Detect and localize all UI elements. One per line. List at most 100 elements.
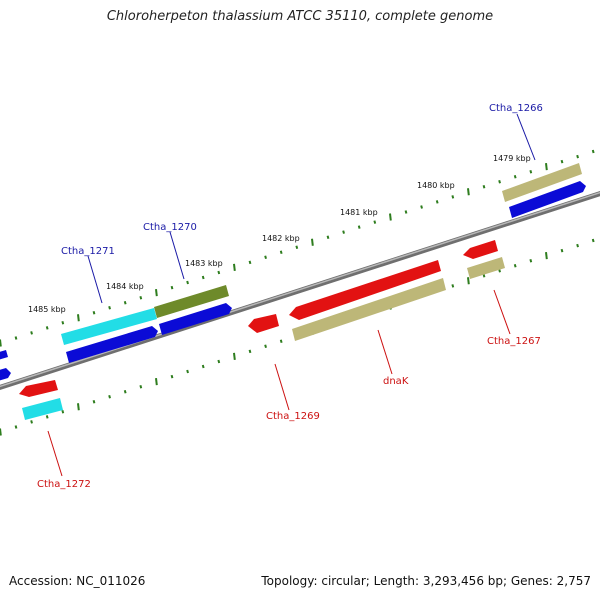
scale-labels: 1485 kbp 1484 kbp 1483 kbp 1482 kbp 1481…	[28, 154, 531, 314]
scale-tick	[264, 344, 267, 349]
gene-arrow-blue[interactable]	[0, 350, 8, 360]
gene-label[interactable]: dnaK	[383, 376, 409, 387]
scale-tick	[357, 225, 361, 229]
gene-label[interactable]: Ctha_1272	[37, 479, 91, 490]
scale-tick	[77, 314, 80, 322]
scale-tick	[61, 321, 65, 325]
leader-line	[377, 329, 393, 375]
forward-strand-genes	[0, 163, 586, 381]
scale-label: 1482 kbp	[262, 234, 300, 243]
scale-tick	[545, 162, 548, 171]
scale-tick	[576, 243, 579, 248]
scale-tick	[513, 174, 517, 179]
gene-label[interactable]: Ctha_1270	[143, 222, 197, 233]
leader-line	[493, 289, 511, 335]
reverse-strand-genes	[19, 240, 505, 420]
scale-tick	[389, 213, 392, 221]
scale-tick	[482, 185, 486, 189]
gene-label[interactable]: Ctha_1271	[61, 246, 115, 257]
scale-tick	[201, 364, 205, 369]
scale-tick	[248, 260, 252, 265]
scale-tick	[233, 263, 236, 272]
scale-ticks-forward	[0, 149, 595, 347]
scale-tick	[155, 288, 158, 297]
scale-tick	[30, 420, 33, 424]
gene-arrow-blue[interactable]	[0, 368, 11, 381]
scale-tick	[45, 415, 49, 419]
genome-summary-label: Topology: circular; Length: 3,293,456 bp…	[261, 574, 591, 588]
scale-tick	[77, 403, 80, 411]
scale-tick	[326, 235, 330, 239]
scale-tick	[467, 188, 470, 196]
leader-line	[516, 113, 536, 161]
scale-tick	[108, 305, 111, 310]
scale-tick	[186, 369, 189, 374]
scale-tick	[217, 359, 221, 364]
gene-label[interactable]: Ctha_1269	[266, 411, 320, 422]
gene-arrow-blue[interactable]	[66, 326, 158, 363]
scale-tick	[92, 311, 96, 315]
scale-tick	[498, 269, 501, 273]
scale-tick	[123, 300, 127, 305]
scale-tick	[591, 149, 595, 154]
scale-tick	[529, 169, 533, 174]
gene-label[interactable]: Ctha_1267	[487, 336, 541, 347]
scale-tick	[139, 295, 143, 300]
gene-arrow-khaki[interactable]	[502, 163, 582, 202]
gene-labels: Ctha_1271 Ctha_1270 Ctha_1266 Ctha_1272 …	[37, 103, 543, 490]
leader-line	[87, 255, 103, 304]
scale-tick	[279, 339, 283, 344]
scale-label: 1479 kbp	[493, 154, 531, 163]
scale-tick	[451, 195, 455, 199]
scale-tick	[576, 154, 579, 159]
gene-arrow-cyan[interactable]	[22, 398, 63, 420]
scale-tick	[373, 220, 377, 224]
gene-arrow-red[interactable]	[289, 260, 441, 320]
leader-line	[169, 231, 185, 280]
scale-tick	[61, 410, 65, 414]
genome-backbone-highlight	[0, 191, 600, 388]
gene-arrow-red[interactable]	[19, 380, 58, 397]
scale-tick	[14, 336, 18, 340]
scale-tick	[170, 374, 174, 379]
scale-tick	[139, 384, 143, 389]
scale-label: 1483 kbp	[185, 259, 223, 268]
gene-label[interactable]: Ctha_1266	[489, 103, 543, 114]
scale-tick	[404, 210, 408, 214]
scale-tick	[14, 425, 18, 429]
scale-tick	[201, 275, 205, 280]
scale-label: 1484 kbp	[106, 282, 144, 291]
scale-tick	[342, 230, 345, 234]
scale-tick	[498, 180, 501, 184]
scale-tick	[233, 352, 236, 361]
scale-tick	[295, 245, 299, 250]
gene-arrow-khaki[interactable]	[292, 278, 446, 341]
scale-tick	[264, 255, 267, 260]
scale-tick	[123, 389, 127, 394]
scale-tick	[92, 400, 96, 404]
leader-line	[47, 430, 63, 477]
scale-tick	[591, 238, 595, 243]
gene-arrow-red[interactable]	[248, 314, 279, 333]
gene-arrow-khaki[interactable]	[467, 257, 505, 279]
gene-arrow-blue[interactable]	[509, 181, 586, 218]
accession-label: Accession: NC_011026	[9, 574, 146, 588]
label-leaders	[47, 113, 536, 477]
map-title: Chloroherpeton thalassium ATCC 35110, co…	[106, 9, 494, 24]
scale-tick	[451, 284, 455, 288]
scale-label: 1481 kbp	[340, 208, 378, 217]
gene-arrow-blue[interactable]	[159, 303, 232, 335]
gene-arrow-cyan[interactable]	[61, 308, 157, 345]
scale-tick	[186, 280, 189, 285]
scale-tick	[279, 250, 283, 255]
gene-arrow-red[interactable]	[463, 240, 498, 259]
scale-tick	[482, 274, 486, 278]
scale-tick	[170, 285, 174, 290]
scale-tick	[0, 339, 2, 347]
scale-tick	[529, 258, 533, 263]
gene-arrow-olive[interactable]	[154, 285, 229, 318]
scale-tick	[311, 238, 314, 246]
scale-tick	[435, 200, 439, 204]
